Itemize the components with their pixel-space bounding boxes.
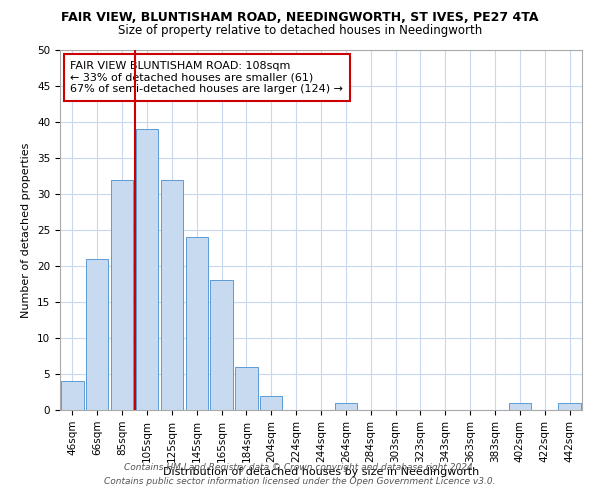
Y-axis label: Number of detached properties: Number of detached properties [22,142,31,318]
Bar [335,403,357,410]
Bar [185,237,208,410]
Bar [211,280,233,410]
Bar [86,259,109,410]
Text: FAIR VIEW, BLUNTISHAM ROAD, NEEDINGWORTH, ST IVES, PE27 4TA: FAIR VIEW, BLUNTISHAM ROAD, NEEDINGWORTH… [61,11,539,24]
Bar [111,180,133,410]
Bar [559,403,581,410]
Text: Contains HM Land Registry data © Crown copyright and database right 2024.: Contains HM Land Registry data © Crown c… [124,464,476,472]
Bar [260,396,283,410]
X-axis label: Distribution of detached houses by size in Needingworth: Distribution of detached houses by size … [163,468,479,477]
Bar [235,367,257,410]
Text: Size of property relative to detached houses in Needingworth: Size of property relative to detached ho… [118,24,482,37]
Bar [61,381,83,410]
Text: Contains public sector information licensed under the Open Government Licence v3: Contains public sector information licen… [104,477,496,486]
Bar [136,129,158,410]
Bar [161,180,183,410]
Bar [509,403,531,410]
Text: FAIR VIEW BLUNTISHAM ROAD: 108sqm
← 33% of detached houses are smaller (61)
67% : FAIR VIEW BLUNTISHAM ROAD: 108sqm ← 33% … [70,61,343,94]
